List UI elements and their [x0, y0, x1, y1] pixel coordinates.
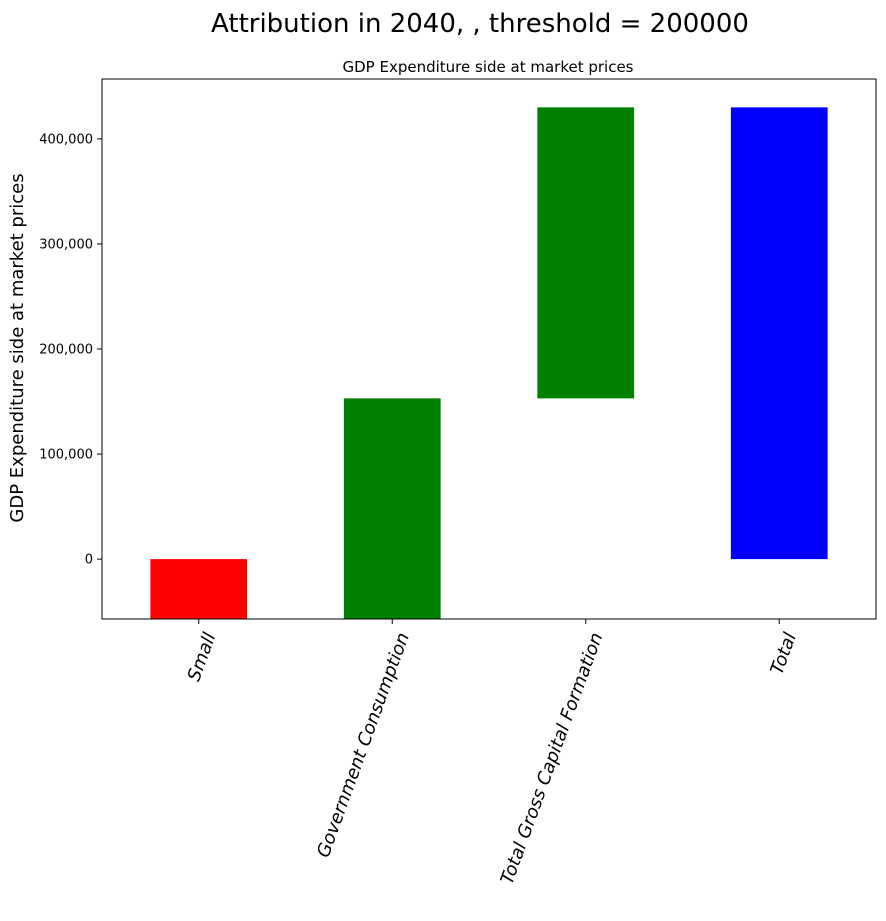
plot-frame [101, 78, 877, 620]
bar-small [150, 559, 248, 619]
x-tick-label: Small [184, 630, 221, 684]
x-tick-label: Government Consumption [313, 630, 414, 860]
bar-total [730, 107, 828, 560]
y-axis-ticks: 0 100,000 200,000 300,000 400,000 [39, 132, 102, 568]
x-tick-label: Total [767, 630, 801, 677]
y-tick-label: 0 [85, 553, 93, 568]
bar-total-gross-capital-formation [537, 107, 635, 399]
bars-group [150, 107, 828, 619]
y-tick-label: 400,000 [39, 132, 93, 147]
bar-government-consumption [343, 398, 441, 619]
chart-suptitle: Attribution in 2040, , threshold = 20000… [211, 9, 749, 39]
y-tick-label: 100,000 [39, 448, 93, 463]
x-tick-label: Total Gross Capital Formation [497, 630, 608, 887]
y-tick-label: 300,000 [39, 237, 93, 252]
chart-title: GDP Expenditure side at market prices [343, 58, 634, 76]
y-tick-label: 200,000 [39, 343, 93, 358]
y-axis-label: GDP Expenditure side at market prices [7, 173, 28, 522]
x-axis-ticks: Small Government Consumption Total Gross C… [184, 619, 801, 887]
